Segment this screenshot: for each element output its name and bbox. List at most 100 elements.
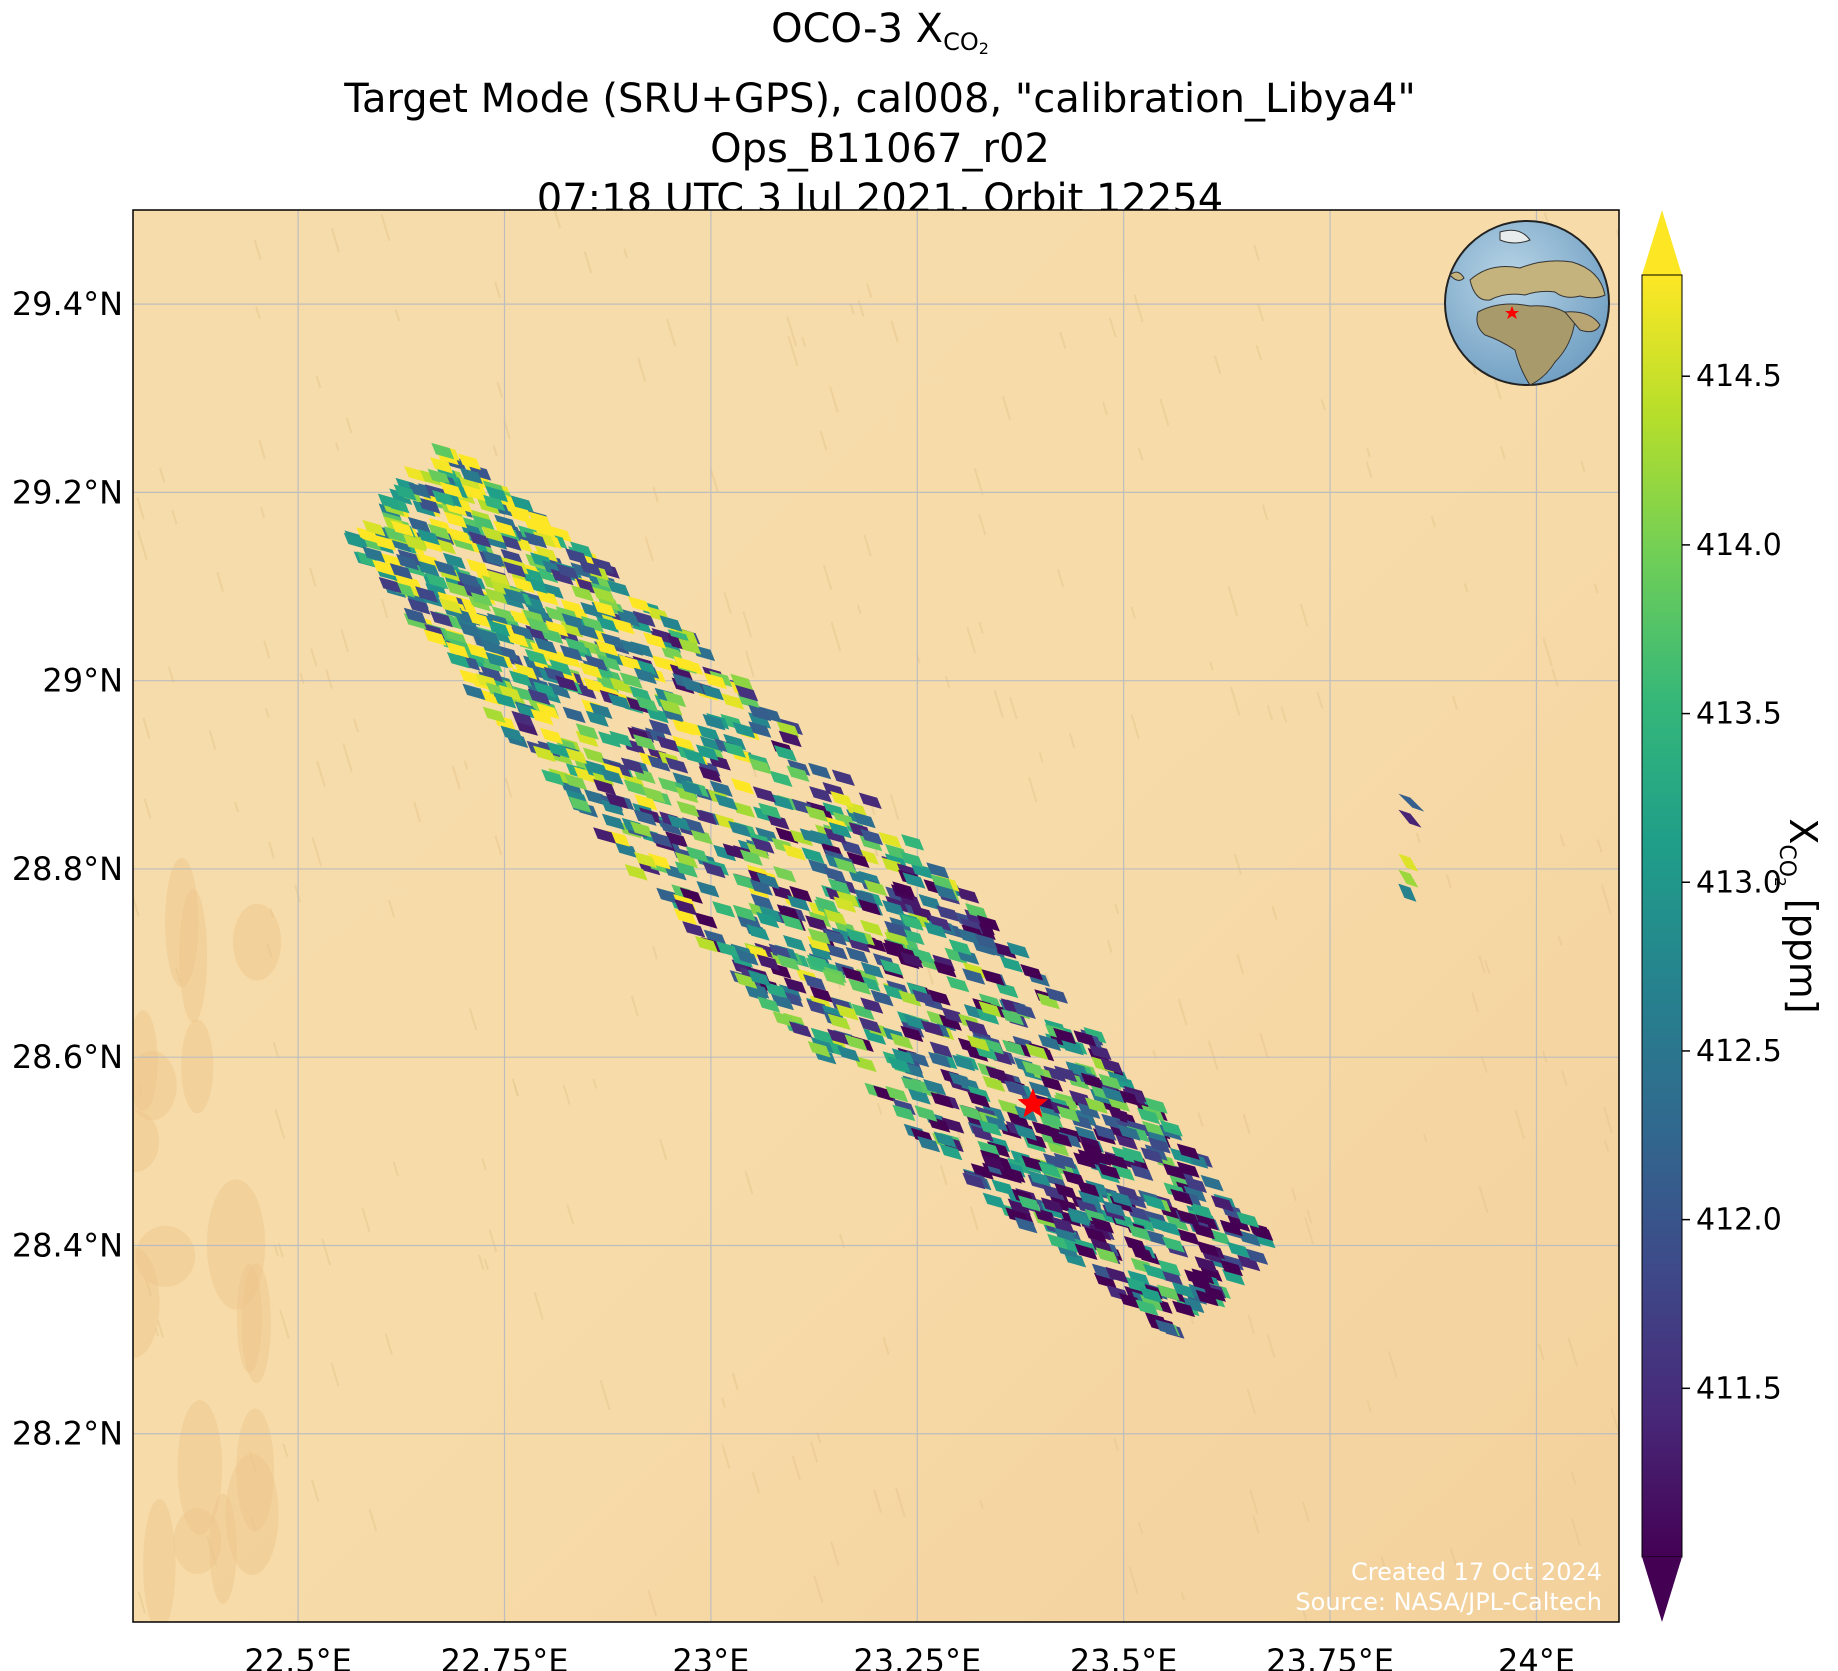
sounding-footprint xyxy=(632,610,656,628)
sounding-footprint xyxy=(550,568,574,586)
sounding-footprint xyxy=(1191,1268,1215,1285)
sounding-footprint xyxy=(446,641,469,659)
sounding-footprint xyxy=(978,1119,1002,1137)
sounding-footprint xyxy=(783,935,806,952)
sounding-footprint xyxy=(823,866,847,883)
sounding-footprint xyxy=(480,666,504,683)
sounding-footprint xyxy=(926,862,950,879)
sounding-footprint xyxy=(1398,793,1425,812)
x-tick-label: 23.25°E xyxy=(853,1642,981,1671)
sounding-footprint xyxy=(756,872,780,890)
colorbar-min-extend xyxy=(1642,1557,1682,1622)
sounding-footprint xyxy=(860,997,884,1014)
sounding-footprint xyxy=(601,813,625,830)
sounding-footprint xyxy=(1194,1256,1218,1273)
title-line-1: OCO-3 XCO2 xyxy=(0,4,1760,74)
sounding-footprint xyxy=(1121,1146,1145,1164)
sounding-footprint xyxy=(528,511,552,528)
sounding-footprint xyxy=(1041,1184,1065,1201)
sounding-footprint xyxy=(974,933,998,950)
sounding-footprint xyxy=(914,1105,938,1122)
sounding-footprint xyxy=(1025,1043,1049,1060)
sounding-footprint xyxy=(702,861,726,879)
sounding-footprint xyxy=(540,727,564,745)
sounding-footprint xyxy=(880,959,903,976)
sounding-footprint xyxy=(1207,1228,1231,1246)
sounding-footprint xyxy=(1137,1107,1161,1125)
sounding-footprint xyxy=(907,1088,931,1105)
sounding-footprint xyxy=(933,961,957,978)
sounding-footprint xyxy=(936,905,960,922)
sounding-footprint xyxy=(754,942,778,960)
sounding-footprint xyxy=(560,621,584,638)
sounding-footprint xyxy=(997,1099,1021,1116)
sounding-footprint xyxy=(716,941,739,958)
sounding-footprint xyxy=(458,453,481,470)
sounding-footprint xyxy=(846,851,870,868)
sounding-footprint xyxy=(403,607,427,625)
sounding-footprint xyxy=(883,984,907,1001)
sounding-footprint xyxy=(1181,1296,1205,1314)
sounding-footprint xyxy=(748,704,772,722)
colorbar-tick-label: 412.5 xyxy=(1696,1034,1782,1069)
sounding-footprint xyxy=(1190,1202,1214,1220)
sounding-footprint xyxy=(873,1085,897,1102)
sounding-footprint xyxy=(514,663,538,680)
sounding-footprint xyxy=(1237,1254,1261,1272)
sounding-footprint xyxy=(1104,1152,1128,1170)
sounding-footprint xyxy=(884,920,908,938)
sounding-footprint xyxy=(669,664,693,681)
title-line-3: Ops_B11067_r02 xyxy=(710,126,1050,172)
sounding-footprint xyxy=(1088,1043,1112,1061)
sounding-footprint xyxy=(773,866,797,883)
sounding-footprint xyxy=(459,622,483,639)
sounding-footprint xyxy=(1001,1009,1025,1026)
sounding-footprint xyxy=(1237,1230,1261,1247)
sounding-footprint xyxy=(579,560,602,577)
sounding-footprint xyxy=(1156,1284,1180,1301)
sounding-footprint xyxy=(887,1056,911,1074)
sounding-footprint xyxy=(1176,1143,1200,1160)
outlier-segment xyxy=(1398,793,1425,902)
sounding-footprint xyxy=(901,834,925,851)
sounding-footprint xyxy=(885,1085,909,1103)
sounding-footprint xyxy=(1040,1111,1064,1129)
sounding-footprint xyxy=(910,905,934,922)
sounding-footprint xyxy=(1147,1137,1171,1154)
sounding-footprint xyxy=(883,939,907,956)
sounding-footprint xyxy=(564,773,588,791)
sounding-footprint xyxy=(709,780,733,797)
sounding-footprint xyxy=(1118,1292,1142,1310)
sounding-footprint xyxy=(1219,1219,1243,1237)
sounding-footprint xyxy=(696,881,720,898)
sounding-footprint xyxy=(493,692,517,709)
sounding-footprint xyxy=(1051,1216,1075,1234)
sounding-footprint xyxy=(648,719,672,736)
sounding-footprint xyxy=(775,827,799,844)
sounding-footprint xyxy=(561,613,585,630)
sounding-footprint xyxy=(807,928,831,945)
sounding-footprint xyxy=(690,828,713,845)
sounding-footprint xyxy=(549,659,573,676)
sounding-footprint xyxy=(509,670,533,687)
sounding-footprint xyxy=(573,766,597,784)
sounding-footprint xyxy=(1085,1180,1109,1197)
sounding-footprint xyxy=(739,849,763,866)
sounding-footprint xyxy=(1245,1248,1269,1265)
sounding-footprint xyxy=(1183,1185,1207,1203)
sounding-footprint xyxy=(533,745,556,763)
sounding-footprint xyxy=(805,805,829,823)
sounding-footprint xyxy=(728,820,752,838)
sounding-footprint xyxy=(1053,1152,1077,1170)
sounding-footprint xyxy=(582,747,606,764)
sounding-footprint xyxy=(1014,1124,1038,1141)
sounding-footprint xyxy=(534,637,558,654)
dune-texture xyxy=(133,210,1619,1622)
sounding-footprint xyxy=(1222,1269,1245,1286)
y-tick-label: 29.2°N xyxy=(12,473,123,511)
sounding-footprint xyxy=(911,947,935,964)
sounding-footprint xyxy=(756,954,780,971)
sounding-footprint xyxy=(995,981,1019,999)
sounding-footprint xyxy=(595,640,619,657)
x-tick-label: 22.75°E xyxy=(441,1642,569,1671)
